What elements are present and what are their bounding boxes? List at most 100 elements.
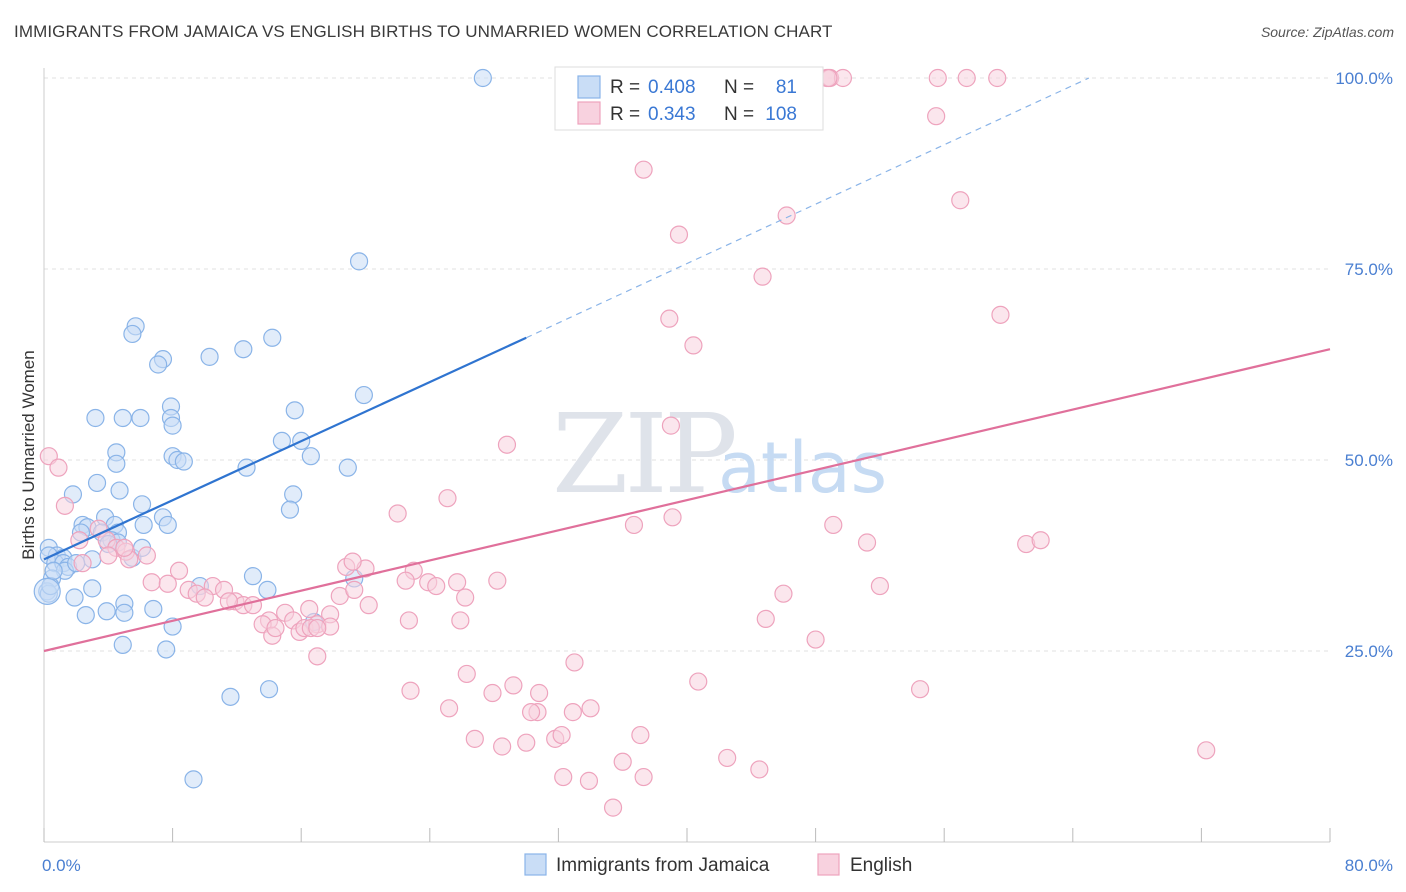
point-english-38 — [137, 546, 156, 565]
point-jamaica-67 — [144, 599, 163, 619]
watermark: ZIP atlas — [552, 390, 887, 518]
legend-n-label-pink: N = — [724, 104, 754, 125]
point-english-58 — [243, 596, 263, 615]
point-jamaica-64 — [65, 588, 84, 607]
point-jamaica-cluster — [33, 577, 61, 606]
point-english-13 — [991, 305, 1010, 324]
point-jamaica-29 — [284, 485, 303, 504]
correlation-legend: R = 0.408 N = 81 R = 0.343 N = 108 — [554, 66, 824, 131]
point-jamaica-37 — [134, 515, 153, 535]
point-jamaica-27 — [87, 473, 107, 493]
y-tick-label-3: 100.0% — [1335, 69, 1393, 88]
series-swatch-english — [817, 853, 840, 876]
point-english-4 — [928, 68, 947, 88]
source-credit: Source: ZipAtlas.com — [1260, 24, 1394, 40]
point-jamaica-26 — [338, 458, 357, 477]
point-english-110 — [603, 798, 623, 817]
gridlines — [44, 77, 1330, 652]
point-english-80 — [774, 584, 793, 603]
trend-line-jamaica-extension — [525, 77, 1090, 339]
legend-n-value-pink: 108 — [765, 104, 797, 125]
watermark-atlas: atlas — [718, 427, 887, 509]
point-english-15 — [684, 336, 703, 355]
y-tick-label-1: 50.0% — [1345, 451, 1393, 470]
x-tick-label-1: 80.0% — [1345, 856, 1393, 875]
point-english-11 — [669, 225, 689, 244]
legend-n-value-blue: 81 — [776, 77, 797, 98]
point-english-111 — [439, 699, 459, 718]
point-jamaica-31 — [132, 495, 152, 514]
point-english-7 — [927, 107, 946, 126]
point-jamaica-12 — [86, 408, 105, 428]
point-jamaica-57 — [243, 567, 263, 586]
point-english-22 — [857, 533, 877, 552]
series-swatch-jamaica — [524, 853, 547, 876]
point-english-24 — [1031, 531, 1050, 550]
point-english-101 — [563, 703, 582, 722]
y-tick-label-0: 25.0% — [1345, 642, 1393, 661]
point-jamaica-7 — [200, 347, 219, 366]
point-jamaica-8 — [149, 355, 168, 374]
point-jamaica-0 — [473, 68, 492, 88]
point-english-61 — [300, 599, 319, 619]
point-jamaica-32 — [280, 500, 300, 519]
point-jamaica-13 — [113, 408, 132, 428]
point-english-106 — [634, 767, 653, 787]
y-axis-label: Births to Unmarried Women — [19, 350, 38, 559]
point-english-25 — [388, 504, 407, 523]
series-label-english: English — [850, 855, 912, 876]
point-english-92 — [530, 683, 549, 703]
point-jamaica-79 — [44, 561, 63, 580]
point-jamaica-3 — [123, 324, 142, 344]
series-label-jamaica: Immigrants from Jamaica — [556, 855, 770, 876]
point-english-107 — [613, 752, 632, 771]
point-english-20 — [624, 515, 644, 535]
point-jamaica-5 — [234, 340, 253, 359]
point-english-6 — [988, 68, 1007, 88]
point-english-12 — [753, 267, 772, 286]
point-english-5 — [957, 68, 976, 88]
point-english-46 — [448, 573, 467, 592]
point-jamaica-23 — [174, 452, 193, 471]
point-jamaica-69 — [76, 605, 95, 625]
legend-n-label-blue: N = — [724, 77, 754, 98]
point-english-48 — [488, 571, 507, 590]
point-english-18 — [438, 489, 457, 508]
point-english-104 — [554, 767, 573, 787]
point-english-77 — [195, 588, 214, 607]
trend-lines — [43, 77, 1331, 653]
point-english-27 — [49, 458, 68, 477]
y-tick-label-2: 75.0% — [1345, 260, 1393, 279]
point-english-97 — [517, 733, 536, 752]
point-english-21 — [824, 515, 843, 535]
point-english-75 — [266, 618, 285, 638]
trend-line-english — [43, 348, 1331, 653]
point-english-90 — [457, 664, 476, 684]
point-english-98 — [465, 729, 484, 748]
watermark-zip: ZIP — [552, 390, 735, 518]
point-english-28 — [55, 496, 74, 515]
point-english-19 — [663, 508, 682, 527]
point-english-47 — [456, 588, 475, 607]
point-jamaica-60 — [83, 579, 102, 598]
point-english-88 — [308, 647, 327, 666]
trend-line-jamaica — [43, 336, 527, 561]
point-english-84 — [910, 680, 930, 699]
point-english-89 — [401, 681, 420, 700]
point-english-85 — [689, 672, 708, 691]
point-jamaica-72 — [113, 635, 132, 654]
series-legend: Immigrants from Jamaica English — [524, 853, 912, 876]
point-english-41 — [343, 552, 362, 571]
point-jamaica-25 — [237, 458, 256, 477]
point-english-91 — [483, 683, 502, 703]
point-jamaica-14 — [131, 408, 150, 428]
point-jamaica-4 — [263, 328, 282, 347]
point-english-99 — [493, 737, 512, 756]
point-english-14 — [660, 309, 679, 328]
point-jamaica-21 — [301, 447, 320, 466]
point-jamaica-24 — [107, 454, 126, 473]
point-english-36 — [99, 546, 118, 565]
point-jamaica-1 — [349, 252, 369, 271]
point-jamaica-11 — [285, 401, 304, 420]
